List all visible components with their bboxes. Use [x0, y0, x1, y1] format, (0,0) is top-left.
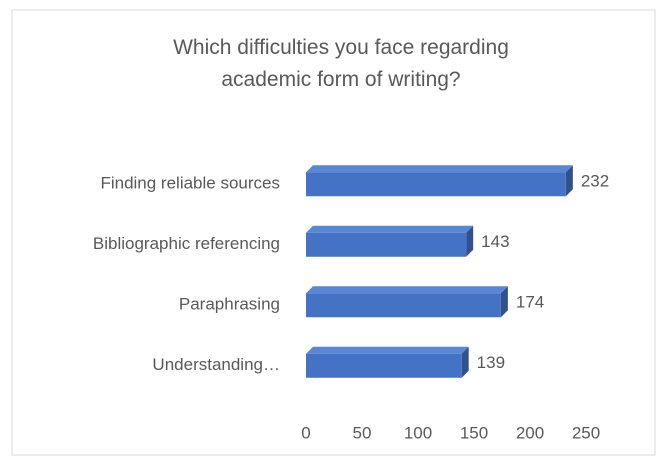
chart-title: Which difficulties you face regarding ac… [173, 36, 509, 91]
x-tick-label: 100 [404, 423, 432, 442]
x-tick-label: 200 [516, 423, 544, 442]
bar [306, 286, 508, 318]
y-tick-label: Paraphrasing [179, 295, 280, 314]
value-label: 139 [477, 353, 505, 372]
bar [306, 225, 474, 257]
value-label: 232 [581, 172, 609, 191]
bar-top [306, 286, 508, 294]
bar-side [565, 165, 573, 197]
value-label: 143 [481, 232, 509, 251]
bar-front [306, 172, 566, 197]
x-tick-label: 0 [301, 423, 310, 442]
bar [306, 346, 469, 378]
bar-side [461, 346, 469, 378]
x-tick-label: 250 [572, 423, 600, 442]
x-tick-label: 150 [460, 423, 488, 442]
y-tick-label: Understanding… [152, 355, 280, 374]
bar-front [306, 353, 462, 378]
x-tick-label: 50 [353, 423, 372, 442]
y-tick-label: Finding reliable sources [100, 174, 280, 193]
y-tick-label: Bibliographic referencing [93, 234, 280, 253]
bar-top [306, 346, 469, 354]
bar-top [306, 165, 573, 173]
bar-top [306, 225, 474, 233]
bar-side [466, 225, 474, 257]
bar-side [500, 286, 508, 318]
bar-front [306, 232, 467, 257]
bar-front [306, 293, 501, 318]
value-label: 174 [516, 293, 544, 312]
bar [306, 165, 573, 197]
